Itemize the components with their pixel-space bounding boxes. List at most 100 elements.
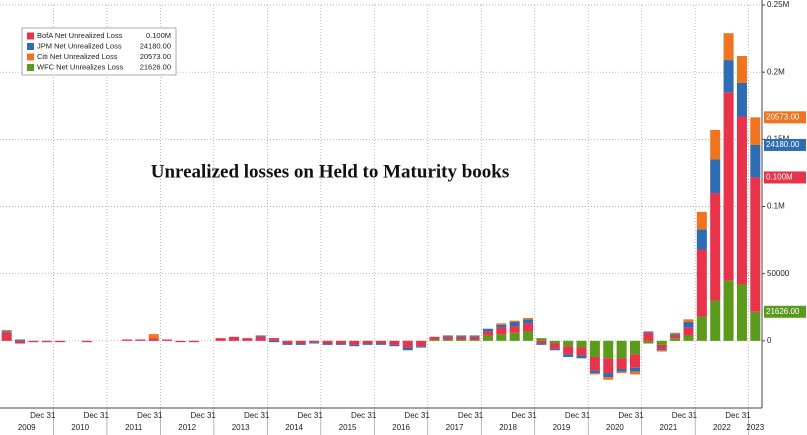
legend-label: Citi Net Unrealized Loss (37, 52, 118, 61)
bar-segment (523, 323, 534, 332)
bar-segment (429, 339, 440, 341)
bar-segment (162, 339, 173, 341)
bar-segment (750, 144, 761, 178)
bar-segment (375, 343, 387, 345)
bar-segment (549, 348, 560, 351)
bar-segment (710, 300, 721, 341)
legend-value: 24180.00 (140, 41, 171, 50)
bar-segment (456, 339, 467, 341)
bar-segment (736, 56, 747, 83)
bar-segment (670, 332, 681, 335)
x-tick-label: Dec 31 (244, 411, 270, 420)
year-label: 2018 (499, 423, 517, 432)
bar-segment (656, 348, 667, 351)
bar-segment (28, 340, 39, 343)
year-label: 2016 (392, 423, 410, 432)
bar-segment (335, 343, 346, 345)
x-tick-label: Dec 31 (511, 411, 537, 420)
bar-segment (322, 340, 333, 344)
bar-segment (309, 340, 320, 343)
x-tick-label: Dec 31 (458, 411, 484, 420)
bar-segment (576, 347, 587, 356)
bar-segment (509, 326, 520, 333)
bar-segment (188, 340, 199, 343)
last-value-box (764, 138, 806, 151)
bar-segment (683, 322, 694, 328)
bar-segment (389, 340, 400, 345)
bar-segment (349, 344, 360, 347)
year-label: 2014 (285, 423, 303, 432)
year-label: 2015 (339, 423, 357, 432)
bar-segment (1, 331, 12, 333)
bar-segment (710, 129, 721, 160)
x-tick-label: Dec 31 (351, 411, 377, 420)
bar-segment (496, 323, 507, 325)
x-tick-label: Dec 31 (565, 411, 591, 420)
bar-segment (482, 331, 493, 336)
bar-segment (335, 340, 346, 344)
bar-segment (242, 338, 253, 341)
bar-segment (295, 340, 306, 344)
bar-segment (482, 328, 493, 332)
bar-segment (576, 340, 587, 348)
last-value-box (764, 171, 806, 184)
year-label: 2020 (606, 423, 624, 432)
bar-segment (456, 335, 467, 337)
y-tick-label: 0.15M (767, 134, 790, 143)
bar-segment (549, 343, 560, 349)
bar-segment (269, 338, 280, 341)
bar-segment (496, 334, 507, 341)
year-label: 2019 (553, 423, 571, 432)
last-value-label: 0.100M (766, 173, 793, 182)
bar-segment (255, 336, 266, 341)
y-tick-label: 0.2M (767, 67, 785, 76)
x-tick-label: Dec 31 (84, 411, 110, 420)
bar-segment (282, 343, 293, 345)
bar-segment (589, 373, 600, 375)
bar-segment (589, 356, 600, 371)
bar-segment (215, 338, 226, 341)
bars (1, 33, 761, 380)
bar-segment (269, 340, 280, 343)
bar-segment (656, 350, 667, 352)
bar-segment (389, 344, 400, 347)
bar-segment (523, 331, 534, 341)
bar-segment (723, 33, 734, 61)
y-tick-label: 0.1M (767, 202, 785, 211)
bar-segment (121, 339, 133, 341)
bar-segment (696, 316, 707, 341)
last-value-box (764, 305, 806, 318)
bar-segment (15, 339, 26, 341)
bar-segment (696, 249, 707, 317)
bar-segment (683, 327, 694, 336)
bar-segment (549, 340, 560, 344)
legend-swatch (27, 43, 34, 50)
x-tick-label: Dec 31 (297, 411, 323, 420)
y-tick-label: 50000 (767, 269, 790, 278)
bar-segment (469, 339, 480, 341)
year-label: 2017 (446, 423, 464, 432)
y-tick-label: 0.25M (767, 0, 790, 9)
year-label: 2011 (125, 423, 143, 432)
bar-segment (496, 324, 507, 328)
last-value-label: 24180.00 (766, 140, 800, 149)
x-tick-label: Dec 31 (672, 411, 698, 420)
bar-segment (402, 347, 413, 351)
legend-swatch (27, 53, 34, 61)
legend-swatch (27, 32, 34, 40)
bar-segment (523, 317, 534, 320)
bar-segment (81, 340, 92, 343)
bar-segment (309, 342, 320, 344)
year-label: 2022 (713, 423, 731, 432)
bar-segment (696, 229, 707, 250)
legend-value: 21626.00 (140, 62, 171, 71)
bar-segment (442, 335, 453, 337)
bar-segment (429, 336, 440, 340)
year-label: 2023 (746, 423, 764, 432)
bar-segment (616, 369, 627, 372)
bar-segment (750, 311, 761, 341)
bar-segment (536, 343, 547, 345)
bar-segment (563, 354, 574, 357)
bar-segment (442, 339, 453, 341)
bar-segment (736, 82, 747, 117)
